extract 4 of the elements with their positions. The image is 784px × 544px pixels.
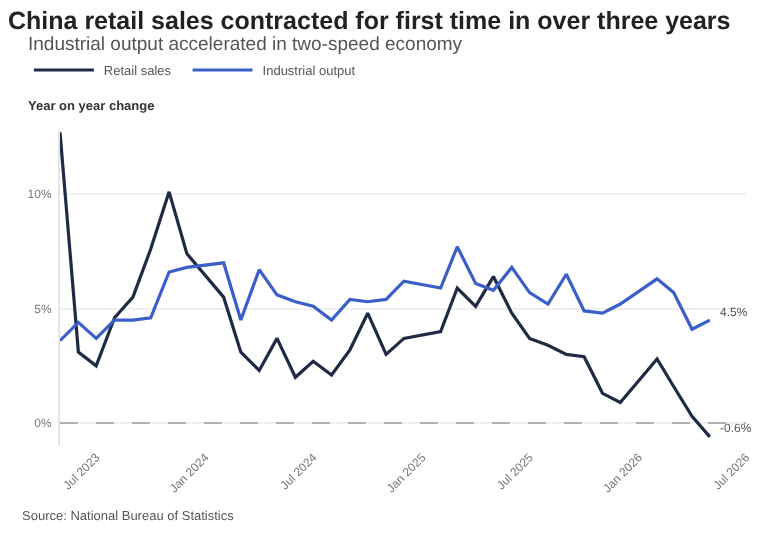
line-series xyxy=(60,245,712,343)
chart-title: China retail sales contracted for first time in over three years xyxy=(8,6,731,35)
line-series xyxy=(60,130,712,439)
chart-subtitle: Industrial output accelerated in two-speed economy xyxy=(28,34,463,56)
